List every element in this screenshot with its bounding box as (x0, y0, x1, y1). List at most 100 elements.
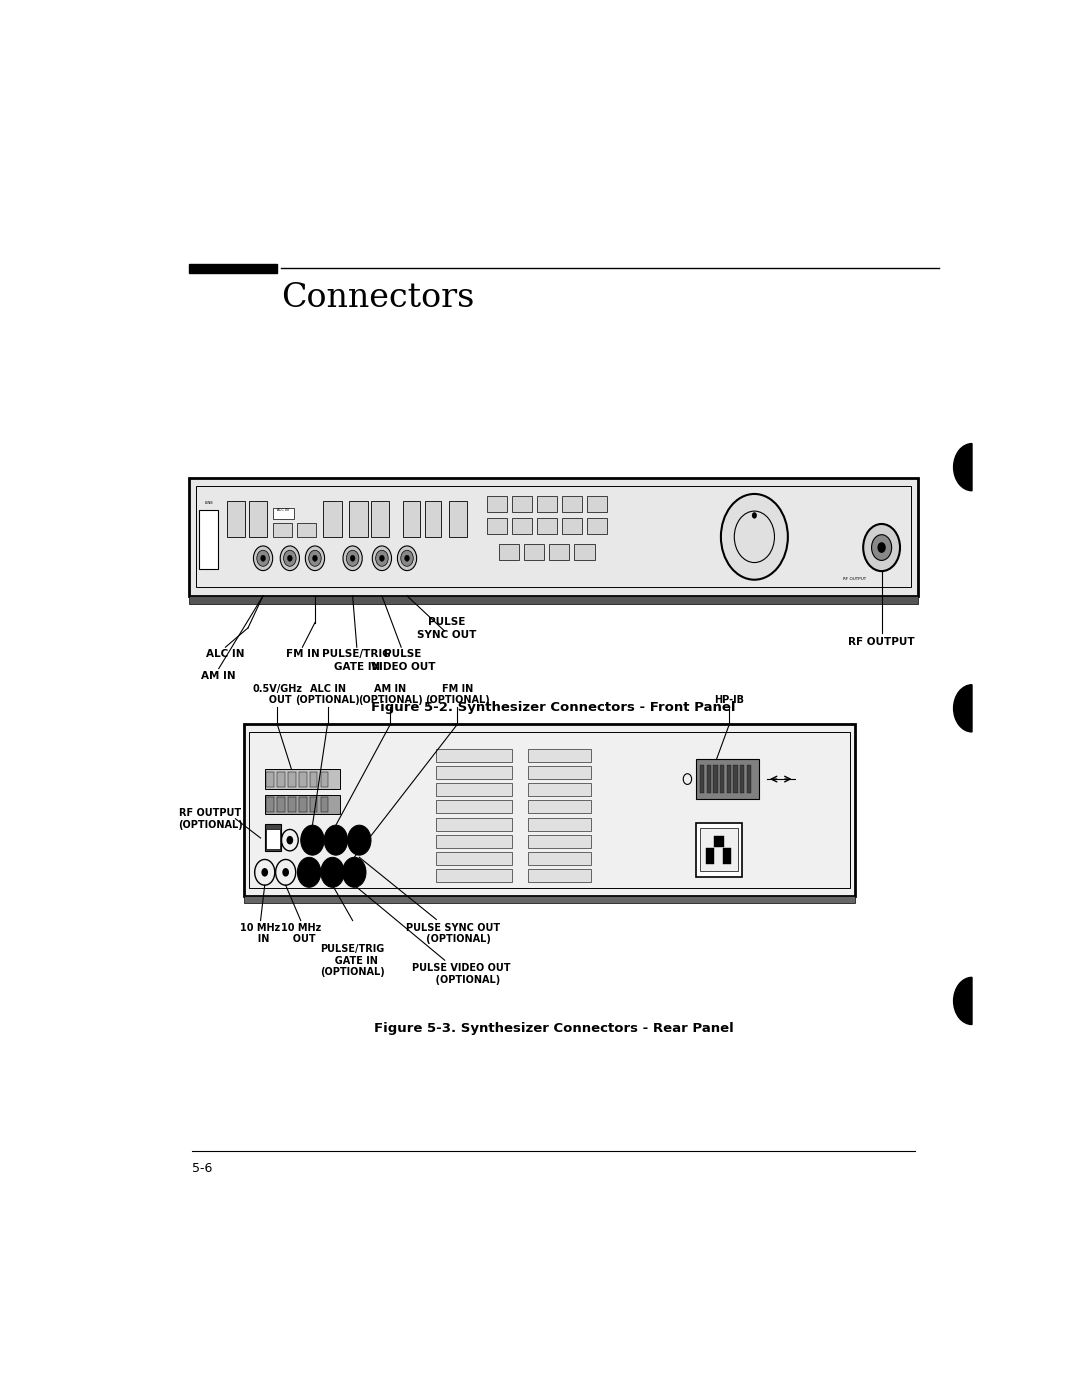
Circle shape (397, 546, 417, 571)
Bar (499, 544, 519, 561)
Bar (528, 817, 591, 831)
Bar (267, 830, 280, 849)
Circle shape (350, 555, 355, 561)
Bar (436, 749, 512, 761)
Bar (720, 766, 725, 793)
Text: 5-6: 5-6 (192, 1162, 213, 1175)
Bar (436, 835, 512, 848)
Bar (265, 824, 282, 851)
Circle shape (257, 550, 269, 567)
Circle shape (260, 555, 266, 561)
Bar (706, 848, 714, 863)
Bar (273, 508, 294, 519)
Bar (537, 496, 557, 512)
Bar (550, 544, 569, 561)
Bar (706, 766, 711, 793)
Bar (244, 896, 855, 903)
Text: PULSE VIDEO OUT
    (OPTIONAL): PULSE VIDEO OUT (OPTIONAL) (413, 963, 511, 986)
Wedge shape (954, 977, 972, 1025)
Bar (297, 523, 315, 537)
Bar (288, 798, 296, 813)
Bar (512, 518, 531, 533)
Circle shape (282, 869, 289, 877)
Circle shape (300, 825, 324, 855)
Bar (486, 496, 507, 512)
Wedge shape (954, 685, 972, 732)
Bar (537, 518, 557, 533)
Bar (700, 828, 738, 871)
Text: PULSE/TRIG
  GATE IN
(OPTIONAL): PULSE/TRIG GATE IN (OPTIONAL) (321, 944, 384, 977)
Circle shape (286, 835, 293, 845)
Bar (588, 496, 607, 512)
Bar (727, 766, 731, 793)
Bar (528, 784, 591, 796)
Bar (299, 798, 307, 813)
Bar (267, 771, 274, 786)
Bar (278, 771, 285, 786)
Text: 0.5V/GHz
  OUT: 0.5V/GHz OUT (253, 683, 302, 706)
Text: PULSE: PULSE (428, 617, 465, 628)
Text: VIDEO OUT: VIDEO OUT (370, 663, 435, 672)
Circle shape (376, 550, 388, 567)
Bar (244, 724, 855, 896)
Text: PULSE: PULSE (384, 649, 421, 660)
Circle shape (872, 535, 892, 561)
Circle shape (280, 546, 299, 571)
Circle shape (863, 523, 900, 571)
Bar (528, 749, 591, 761)
Bar (723, 848, 731, 863)
Bar (512, 496, 531, 512)
Bar (696, 759, 758, 799)
Circle shape (721, 494, 788, 579)
Circle shape (312, 555, 318, 561)
Text: 10 MHz
  OUT: 10 MHz OUT (281, 923, 321, 944)
Text: ALC IN
(OPTIONAL): ALC IN (OPTIONAL) (295, 683, 360, 706)
Bar (197, 486, 910, 587)
Text: GATE IN: GATE IN (334, 663, 380, 672)
Bar (200, 509, 218, 569)
Text: RF OUTPUT: RF OUTPUT (843, 576, 866, 580)
Circle shape (287, 555, 293, 561)
Circle shape (877, 541, 886, 553)
Bar (436, 784, 512, 796)
Bar (248, 501, 267, 537)
Circle shape (347, 550, 359, 567)
Bar (403, 501, 420, 537)
Bar (449, 501, 468, 537)
Bar (278, 798, 285, 813)
Bar (372, 501, 390, 537)
Bar (714, 766, 717, 793)
Bar (562, 518, 582, 533)
Bar (288, 771, 296, 786)
Bar (321, 771, 328, 786)
Circle shape (401, 550, 414, 567)
Bar (299, 771, 307, 786)
Circle shape (297, 857, 321, 887)
Bar (267, 798, 274, 813)
Bar (700, 766, 704, 793)
Bar (524, 544, 544, 561)
Text: PULSE/TRIG: PULSE/TRIG (323, 649, 391, 660)
Circle shape (321, 857, 345, 887)
Bar (349, 501, 367, 537)
Bar (323, 501, 341, 537)
Circle shape (405, 555, 409, 561)
Bar (265, 770, 340, 789)
Bar (528, 852, 591, 864)
Circle shape (254, 546, 272, 571)
Circle shape (309, 550, 321, 567)
Text: 10 MHz
  IN: 10 MHz IN (241, 923, 281, 944)
Bar (265, 795, 340, 814)
Bar (696, 823, 742, 877)
Circle shape (379, 555, 384, 561)
Bar (436, 852, 512, 864)
Bar (189, 596, 918, 604)
Circle shape (284, 550, 296, 567)
Text: AM IN: AM IN (201, 671, 237, 681)
Wedge shape (954, 444, 972, 491)
Text: FM IN
(OPTIONAL): FM IN (OPTIONAL) (424, 683, 489, 706)
Bar (747, 766, 751, 793)
Bar (575, 544, 594, 561)
Bar (273, 523, 292, 537)
Bar (310, 798, 318, 813)
